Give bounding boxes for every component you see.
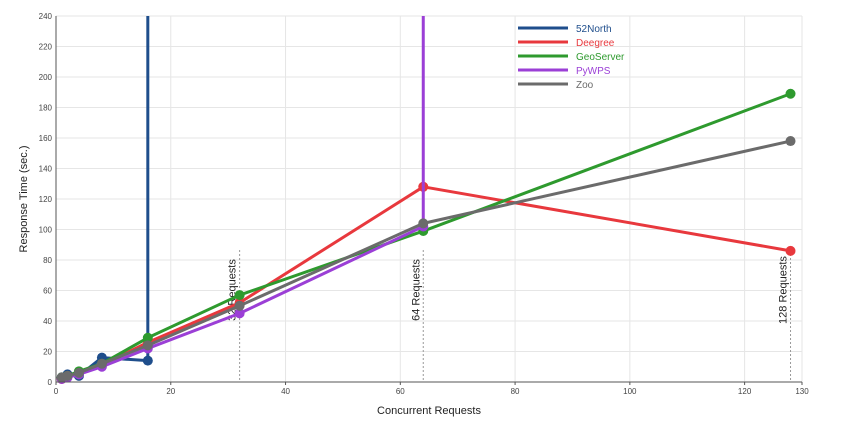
x-tick-label: 60: [396, 387, 405, 396]
data-point: [785, 136, 796, 147]
data-point: [142, 332, 153, 343]
y-tick-label: 140: [39, 165, 53, 174]
data-point: [785, 245, 796, 256]
annotations: 32 Requests 64 Requests 128 Requests: [227, 250, 792, 382]
series-layer: [56, 16, 796, 384]
y-tick-label: 240: [39, 12, 53, 21]
series-deegree: [56, 181, 796, 384]
data-point: [234, 290, 245, 301]
legend-label: GeoServer: [576, 52, 625, 63]
data-point: [418, 218, 429, 229]
data-point: [234, 308, 245, 319]
data-point: [73, 367, 84, 378]
series-pywps: [56, 16, 429, 384]
y-tick-label: 100: [39, 226, 53, 235]
series-zoo: [56, 136, 796, 383]
data-point: [234, 300, 245, 311]
y-tick-label: 0: [48, 378, 53, 387]
x-tick-label: 130: [795, 387, 809, 396]
y-tick-label: 60: [43, 287, 52, 296]
legend-label: 52North: [576, 24, 612, 35]
data-point: [785, 88, 796, 99]
y-tick-label: 180: [39, 104, 53, 113]
data-point: [142, 340, 153, 351]
y-tick-label: 20: [43, 348, 52, 357]
legend-label: Deegree: [576, 38, 615, 49]
data-point: [62, 370, 73, 381]
x-tick-label: 120: [738, 387, 752, 396]
y-tick-label: 80: [43, 256, 52, 265]
x-tick-label: 20: [166, 387, 175, 396]
y-tick-label: 160: [39, 134, 53, 143]
y-tick-label: 220: [39, 43, 53, 52]
data-point: [142, 355, 153, 366]
y-tick-label: 40: [43, 317, 52, 326]
legend-label: PyWPS: [576, 66, 611, 77]
axes: [55, 16, 802, 383]
x-tick-label: 80: [511, 387, 520, 396]
x-tick-label: 40: [281, 387, 290, 396]
y-tick-label: 200: [39, 73, 53, 82]
legend: 52North Deegree GeoServer PyWPS Zoo: [518, 24, 625, 91]
annotation-label: 128 Requests: [778, 256, 790, 324]
x-axis-title: Concurrent Requests: [377, 405, 481, 417]
y-axis-title: Response Time (sec.): [18, 146, 30, 253]
y-tick-label: 120: [39, 195, 53, 204]
legend-label: Zoo: [576, 80, 594, 91]
annotation-label: 64 Requests: [410, 259, 422, 321]
x-tick-label: 0: [54, 387, 59, 396]
data-point: [96, 358, 107, 369]
x-tick-label: 100: [623, 387, 637, 396]
x-ticks: 0 20 40 60 80 100 120 130: [54, 382, 809, 396]
y-ticks: 0 20 40 60 80 100 120 140 160 180 200 220 240: [39, 12, 53, 387]
